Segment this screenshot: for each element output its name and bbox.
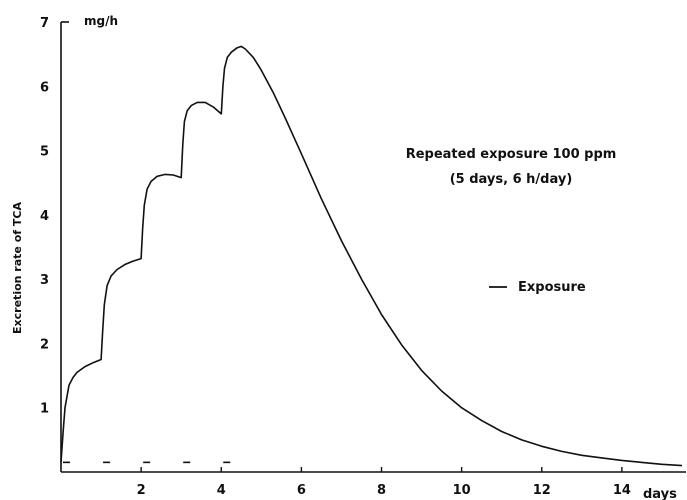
y-axis-unit: mg/h bbox=[84, 14, 118, 28]
x-tick-label-2: 6 bbox=[297, 483, 306, 498]
y-tick-label-3: 4 bbox=[40, 209, 49, 224]
y-tick-label-6: 7 bbox=[40, 16, 49, 31]
y-tick-label-1: 2 bbox=[40, 337, 49, 352]
x-axis-ticks: 2 4 6 8 10 12 14 bbox=[137, 467, 631, 498]
y-tick-label-2: 3 bbox=[40, 273, 49, 288]
series-line-tca-excretion bbox=[60, 45, 683, 467]
x-tick-label-6: 14 bbox=[613, 483, 631, 498]
x-tick-label-3: 8 bbox=[377, 483, 386, 498]
x-tick-label-0: 2 bbox=[137, 483, 146, 498]
y-axis-ticks: 1 2 3 4 5 6 7 bbox=[40, 16, 49, 417]
annotation-line-1: Repeated exposure 100 ppm bbox=[406, 147, 617, 162]
x-tick-label-5: 12 bbox=[533, 483, 551, 498]
y-axis-title: Excretion rate of TCA bbox=[11, 202, 24, 334]
legend: Exposure bbox=[489, 280, 586, 295]
y-tick-label-5: 6 bbox=[40, 80, 49, 95]
x-axis-title: days bbox=[643, 487, 677, 500]
y-tick-label-0: 1 bbox=[40, 402, 49, 417]
x-tick-label-1: 4 bbox=[217, 483, 226, 498]
annotation-line-2: (5 days, 6 h/day) bbox=[450, 172, 573, 187]
y-tick-label-4: 5 bbox=[40, 145, 49, 160]
legend-exposure-label: Exposure bbox=[518, 280, 586, 295]
x-tick-label-4: 10 bbox=[453, 483, 471, 498]
